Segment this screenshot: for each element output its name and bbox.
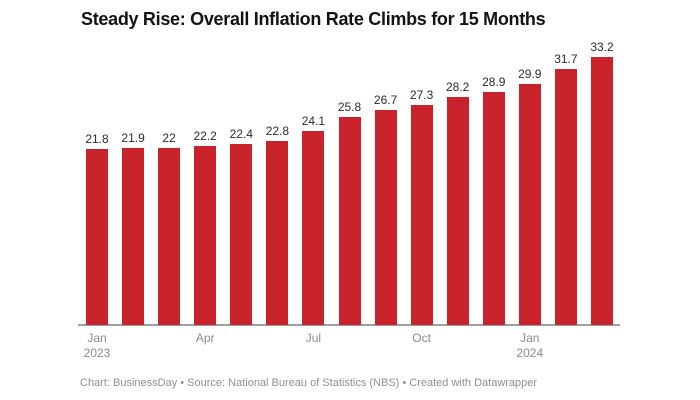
bar-jan-2024 bbox=[518, 83, 541, 325]
bar-apr-2023 bbox=[194, 145, 217, 325]
bar-value-label: 28.2 bbox=[446, 80, 470, 95]
bar-value-label: 27.3 bbox=[409, 87, 434, 102]
bar-value-label: 31.7 bbox=[554, 52, 578, 67]
bar-value-label: 33.2 bbox=[590, 40, 614, 55]
bar-value-label: 22.2 bbox=[193, 128, 217, 143]
x-axis-baseline bbox=[78, 324, 620, 326]
bar-value-label: 22.8 bbox=[265, 124, 290, 138]
x-axis-tick-label: Oct bbox=[412, 331, 431, 345]
x-axis-tick-label: Jan 2024 bbox=[516, 331, 544, 360]
bar-aug-2023 bbox=[338, 116, 361, 325]
bar-value-label: 21.9 bbox=[121, 131, 145, 146]
bar-value-label: 29.9 bbox=[518, 66, 542, 81]
bar-dec-2023 bbox=[482, 91, 505, 325]
bar-mar-2024 bbox=[591, 57, 613, 325]
bar-value-label: 25.8 bbox=[337, 99, 362, 114]
bar-oct-2023 bbox=[410, 104, 433, 325]
chart-footer: Chart: BusinessDay • Source: National Bu… bbox=[80, 377, 538, 389]
bar-mar-2023 bbox=[158, 147, 181, 325]
bar-feb-2024 bbox=[554, 69, 577, 325]
bar-jul-2023 bbox=[302, 130, 325, 325]
bar-jan-2023 bbox=[86, 149, 108, 325]
bar-may-2023 bbox=[230, 144, 253, 325]
x-axis-tick-label: Jan 2023 bbox=[83, 331, 111, 360]
bar-value-label: 28.9 bbox=[482, 74, 506, 89]
bar-jun-2023 bbox=[266, 141, 289, 325]
bar-value-label: 22 bbox=[162, 130, 176, 145]
bar-value-label: 21.8 bbox=[85, 132, 109, 147]
bar-feb-2023 bbox=[122, 148, 145, 325]
bar-nov-2023 bbox=[446, 97, 469, 325]
bar-value-label: 22.4 bbox=[229, 127, 253, 142]
chart-title: Steady Rise: Overall Inflation Rate Clim… bbox=[81, 9, 546, 29]
bar-value-label: 26.7 bbox=[373, 92, 398, 107]
x-axis-tick-label: Jul bbox=[305, 331, 322, 345]
bar-sep-2023 bbox=[374, 109, 397, 325]
x-axis-tick-label: Apr bbox=[195, 331, 215, 345]
bar-value-label: 24.1 bbox=[301, 113, 326, 128]
